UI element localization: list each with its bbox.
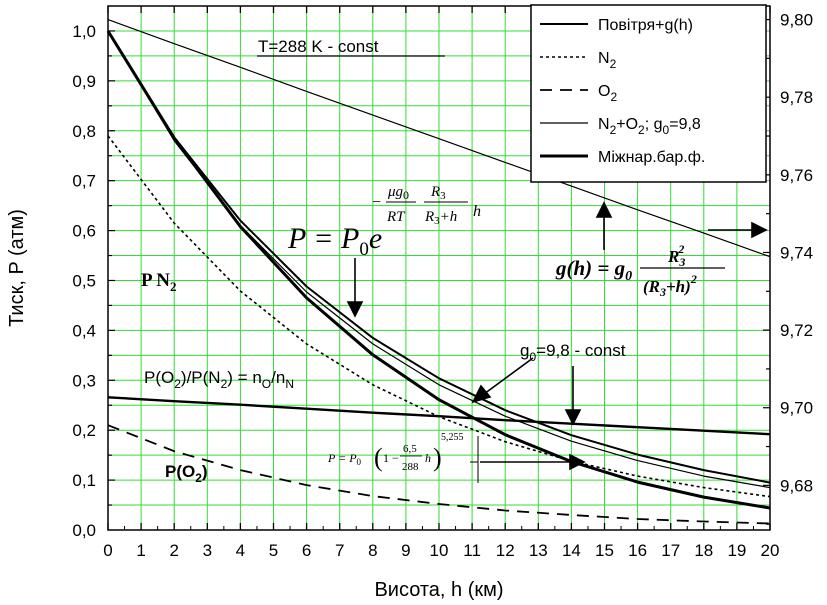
x-tick-label: 13	[529, 541, 548, 560]
x-tick-label: 10	[430, 541, 449, 560]
svg-text:288: 288	[402, 461, 419, 473]
x-tick-label: 19	[727, 541, 746, 560]
x-tick-label: 12	[496, 541, 515, 560]
x-tick-label: 3	[203, 541, 212, 560]
ratio-p3: 2	[221, 377, 228, 391]
x-tick-label: 14	[562, 541, 581, 560]
svg-text:R32: R32	[667, 242, 685, 269]
y2-tick-label: 9,74	[780, 243, 813, 262]
x-tick-label: 18	[694, 541, 713, 560]
svg-text:6,5: 6,5	[403, 443, 417, 455]
svg-text:h: h	[473, 203, 481, 220]
legend-entry-label: N2+O2; g0=9,8	[598, 116, 701, 137]
ratio-p4: ) = n	[227, 368, 262, 387]
g0-const-label: g0=9,8 - const	[520, 341, 626, 364]
series-line-intl_baro	[106, 30, 771, 510]
ratio-p6: /n	[271, 368, 285, 387]
y-tick-label: 0,8	[72, 122, 96, 141]
y2-tick-label: 9,68	[780, 476, 813, 495]
legend-entry-label: Міжнар.бар.ф.	[598, 149, 705, 166]
x-tick-label: 5	[269, 541, 278, 560]
svg-text:5,255: 5,255	[441, 432, 464, 443]
legend-entry-label: O2	[598, 83, 617, 104]
ratio-label: P(O2)/P(N2) = nO/nN	[144, 368, 294, 391]
legend-entry-label: N2	[598, 50, 617, 71]
svg-text:P(O2)/P(N2) = nO/nN: P(O2)/P(N2) = nO/nN	[144, 368, 294, 391]
svg-text:P = P0: P = P0	[327, 451, 362, 467]
y-tick-label: 1,0	[72, 22, 96, 41]
po2-sub: 2	[195, 471, 202, 485]
y-tick-label: 0,3	[72, 371, 96, 390]
x-tick-label: 6	[302, 541, 311, 560]
y2-tick-label: 9,78	[780, 88, 813, 107]
series-line-ratio	[107, 396, 771, 436]
y2-tick-label: 9,70	[780, 399, 813, 418]
x-tick-label: 0	[103, 541, 112, 560]
svg-text:RT: RT	[386, 209, 406, 225]
annotation-arrows	[346, 201, 768, 471]
series-line-g_h	[107, 19, 771, 258]
legend: Повітря+g(h) N2 O2 N2+O2; g0=9,8 Міжнар.бар.…	[530, 4, 767, 183]
svg-text:g(h) = g0: g(h) = g0	[555, 256, 632, 284]
x-tick-label: 7	[335, 541, 344, 560]
svg-text:R3+h: R3+h	[424, 209, 457, 227]
y-tick-label: 0,4	[72, 321, 96, 340]
y-axis-label: Тиск, P (атм)	[6, 209, 28, 327]
x-tick-label: 2	[169, 541, 178, 560]
x-tick-label: 1	[136, 541, 145, 560]
svg-text:): )	[433, 443, 442, 472]
svg-text:−: −	[372, 194, 381, 211]
y-tick-label: 0,0	[72, 521, 96, 540]
ratio-p1: 2	[174, 377, 181, 391]
legend-entry-label: Повітря+g(h)	[598, 17, 693, 34]
series-line-o2	[107, 424, 771, 525]
y-tick-label: 0,6	[72, 222, 96, 241]
x-tick-label: 11	[463, 541, 481, 560]
series-line-air_gh	[107, 30, 771, 484]
y2-tick-label: 9,76	[780, 166, 813, 185]
y-tick-label: 0,9	[72, 72, 96, 91]
pn2-text: P N	[141, 270, 170, 291]
x-tick-label: 15	[595, 541, 614, 560]
ratio-p2: )/P(N	[181, 368, 221, 387]
y2-tick-label: 9,80	[780, 11, 813, 30]
formula-barometric: P = P0 ( 1 − 6,5 288 h ) 5,255	[327, 432, 479, 483]
x-axis-label: Висота, h (км)	[374, 579, 503, 601]
po2-label: P(O2)	[165, 462, 208, 485]
formula-g-of-h: g(h) = g0 R32 (R3+h)2	[555, 242, 725, 299]
svg-text:(: (	[374, 443, 383, 472]
ratio-p0: P(O	[144, 368, 174, 387]
svg-text:h: h	[425, 451, 431, 465]
svg-text:(R3+h)2: (R3+h)2	[643, 272, 697, 299]
pn2-label: P N2	[141, 270, 177, 294]
ratio-p5: O	[262, 377, 271, 391]
y-tick-label: 0,2	[72, 421, 96, 440]
svg-text:1 −: 1 −	[383, 451, 399, 465]
svg-text:P N2: P N2	[141, 270, 177, 294]
y-tick-label: 0,1	[72, 471, 96, 490]
x-tick-label: 17	[661, 541, 680, 560]
x-tick-label: 20	[761, 541, 780, 560]
pn2-sub: 2	[170, 279, 177, 294]
svg-text:g0=9,8 - const: g0=9,8 - const	[520, 341, 626, 364]
legend-box	[530, 4, 767, 183]
data-curves	[106, 19, 771, 525]
svg-text:P = P0e: P = P0e	[287, 222, 382, 260]
svg-text:μg0: μg0	[387, 184, 409, 202]
y-tick-label: 0,5	[72, 271, 96, 290]
temperature-annotation: T=288 K - const	[258, 37, 379, 56]
y2-tick-label: 9,72	[780, 321, 813, 340]
x-tick-label: 16	[628, 541, 647, 560]
svg-text:P(O2): P(O2)	[165, 462, 208, 485]
svg-text:R3: R3	[430, 184, 446, 202]
ratio-p7: N	[285, 377, 294, 391]
y-tick-label: 0,7	[72, 172, 96, 191]
po2-text: P(O	[165, 462, 195, 481]
x-tick-label: 8	[368, 541, 377, 560]
formula-exponential: P = P0e − μg0 RT R3 R3+h h	[287, 184, 481, 260]
x-tick-label: 4	[236, 541, 245, 560]
x-tick-label: 9	[401, 541, 410, 560]
